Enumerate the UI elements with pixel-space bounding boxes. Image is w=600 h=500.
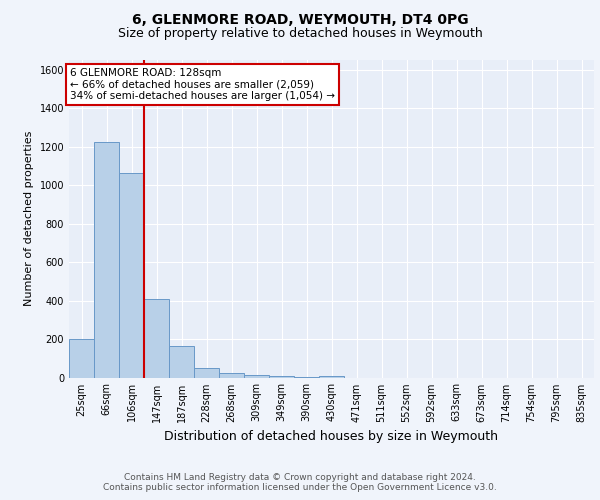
Text: Contains HM Land Registry data © Crown copyright and database right 2024.
Contai: Contains HM Land Registry data © Crown c… xyxy=(103,473,497,492)
Bar xyxy=(194,368,219,378)
Text: 6, GLENMORE ROAD, WEYMOUTH, DT4 0PG: 6, GLENMORE ROAD, WEYMOUTH, DT4 0PG xyxy=(131,12,469,26)
Bar xyxy=(269,376,294,378)
Bar xyxy=(69,339,94,378)
Y-axis label: Number of detached properties: Number of detached properties xyxy=(24,131,34,306)
Bar xyxy=(144,298,169,378)
Text: 6 GLENMORE ROAD: 128sqm
← 66% of detached houses are smaller (2,059)
34% of semi: 6 GLENMORE ROAD: 128sqm ← 66% of detache… xyxy=(70,68,335,101)
Bar xyxy=(219,372,244,378)
X-axis label: Distribution of detached houses by size in Weymouth: Distribution of detached houses by size … xyxy=(164,430,499,443)
Bar xyxy=(94,142,119,378)
Bar xyxy=(244,374,269,378)
Bar xyxy=(169,346,194,378)
Bar xyxy=(319,376,344,378)
Bar xyxy=(119,172,144,378)
Text: Size of property relative to detached houses in Weymouth: Size of property relative to detached ho… xyxy=(118,28,482,40)
Bar xyxy=(294,376,319,378)
